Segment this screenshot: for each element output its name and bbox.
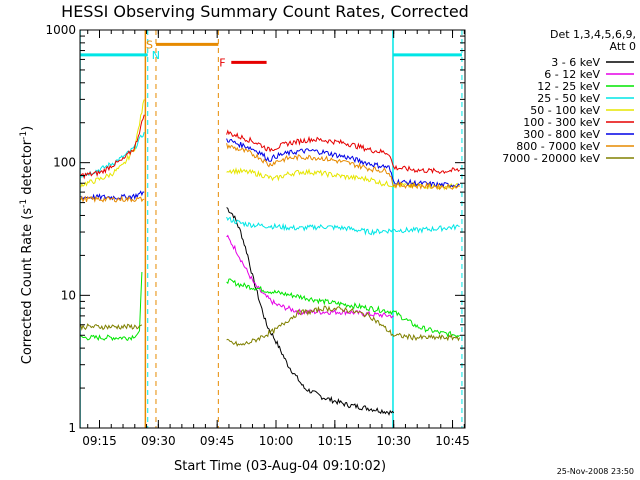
- legend-entry-2: 12 - 25 keV: [537, 80, 600, 93]
- series-7000to20000keV: [80, 305, 461, 347]
- series-line-8-0: [80, 323, 143, 331]
- legend-entry-6: 300 - 800 keV: [523, 128, 600, 141]
- night-flag-label: N: [152, 49, 160, 62]
- saa-flag-label: S: [146, 38, 153, 51]
- series-line-3-1: [226, 216, 460, 236]
- legend-entry-7: 800 - 7000 keV: [516, 140, 600, 153]
- x-tick-label-0: 09:15: [82, 434, 117, 448]
- x-tick-label-1: 09:30: [141, 434, 176, 448]
- series-25to50keV: [80, 131, 460, 236]
- series-line-6-1: [226, 138, 460, 189]
- legend-entry-1: 6 - 12 keV: [544, 68, 600, 81]
- legend-header-1: Att 0: [610, 40, 636, 53]
- y-tick-label-1: 10: [61, 288, 76, 302]
- x-tick-label-5: 10:30: [376, 434, 411, 448]
- series-6to12keV: [226, 234, 394, 319]
- legend-entry-3: 25 - 50 keV: [537, 92, 600, 105]
- series-3to6keV: [226, 207, 395, 416]
- series-line-2-1: [226, 278, 460, 338]
- x-tick-label-4: 10:15: [318, 434, 353, 448]
- series-100to300keV: [80, 114, 460, 180]
- series-12to25keV: [80, 271, 460, 342]
- y-axis-label-sup2: -1: [19, 131, 29, 140]
- x-tick-label-6: 10:45: [435, 434, 470, 448]
- legend-entry-8: 7000 - 20000 keV: [502, 152, 600, 165]
- series-line-0-0: [226, 207, 395, 416]
- plot-area: S F N: [80, 30, 463, 428]
- series-line-6-0: [80, 190, 145, 201]
- legend-entry-5: 100 - 300 keV: [523, 116, 600, 129]
- series-line-5-0: [80, 114, 145, 180]
- series-line-5-1: [226, 129, 460, 175]
- series-line-7-1: [226, 143, 460, 191]
- y-axis-label-sup1: -1: [19, 199, 29, 208]
- generation-timestamp: 25-Nov-2008 23:50: [557, 467, 634, 476]
- flare-flag-label: F: [219, 56, 225, 69]
- legend-entry-0: 3 - 6 keV: [551, 56, 600, 69]
- series-line-8-1: [226, 305, 461, 347]
- series-50to100keV: [80, 99, 460, 191]
- series-300to800keV: [80, 138, 460, 201]
- x-axis-label: Start Time (03-Aug-04 09:10:02): [174, 459, 386, 474]
- chart-title: HESSI Observing Summary Count Rates, Cor…: [61, 2, 469, 21]
- y-tick-label-3: 1000: [45, 23, 76, 37]
- y-axis-label-main: Corrected Count Rate (s: [20, 208, 35, 365]
- y-tick-label-2: 100: [53, 156, 76, 170]
- legend-header-0: Det 1,3,4,5,6,9,: [550, 28, 636, 41]
- x-tick-label-2: 09:45: [200, 434, 235, 448]
- plot-frame: [79, 29, 466, 429]
- y-axis-label: Corrected Count Rate (s-1 detector-1): [19, 126, 35, 364]
- series-line-1-0: [226, 234, 394, 319]
- series-800to7000keV: [80, 143, 460, 203]
- y-axis-label-end: ): [20, 126, 35, 131]
- series-line-4-0: [80, 99, 145, 188]
- y-axis-label-mid: detector: [20, 139, 35, 199]
- x-tick-label-3: 10:00: [259, 434, 294, 448]
- series-line-7-0: [80, 195, 145, 203]
- series-line-2-0: [80, 271, 143, 342]
- series-line-4-1: [226, 166, 460, 191]
- y-tick-label-0: 1: [68, 421, 76, 435]
- series-line-3-0: [80, 131, 145, 178]
- axes: 09:15 09:30 09:45 10:00 10:15 10:30 10:45 1 10 10…: [45, 23, 469, 448]
- legend-entry-4: 50 - 100 keV: [530, 104, 600, 117]
